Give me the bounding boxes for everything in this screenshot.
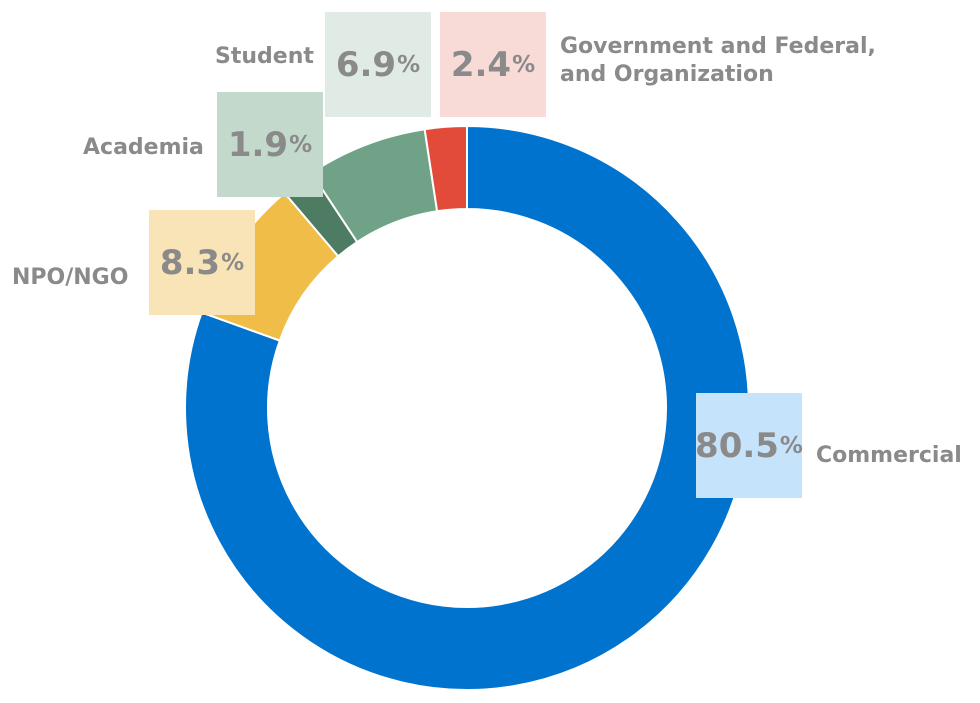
value-label-government: 2.4 [450, 44, 512, 85]
category-label-government: Government and Federal, and Organization [560, 34, 876, 87]
value-box-commercial: 80.5% [695, 393, 803, 498]
value-label-npo-ngo: 8.3 [159, 242, 221, 283]
value-box-student: 6.9% [325, 12, 431, 117]
value-label-academia: 1.9 [227, 124, 289, 165]
value-box-academia: 1.9% [217, 92, 323, 197]
category-label-academia: Academia [83, 135, 204, 160]
category-label-npo-ngo: NPO/NGO [12, 265, 129, 290]
value-label-commercial: 80.5 [695, 425, 779, 466]
unit-label-government: % [512, 51, 536, 78]
unit-label-student: % [397, 51, 421, 78]
category-label-student: Student [215, 44, 314, 69]
value-box-government: 2.4% [440, 12, 546, 117]
unit-label-npo-ngo: % [221, 249, 245, 276]
unit-label-academia: % [289, 131, 313, 158]
unit-label-commercial: % [779, 432, 803, 459]
value-box-npo-ngo: 8.3% [149, 210, 255, 315]
category-label-commercial: Commercial [816, 443, 962, 468]
slice-government [423, 124, 468, 213]
value-label-student: 6.9 [335, 44, 397, 85]
